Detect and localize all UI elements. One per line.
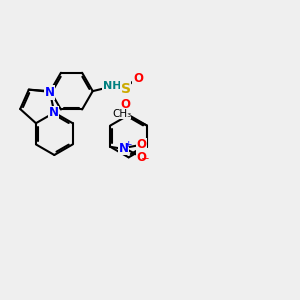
Text: O: O [136,138,146,151]
Text: O: O [133,72,143,85]
Text: S: S [121,82,131,96]
Text: O: O [136,152,146,164]
Text: N: N [49,106,59,119]
Text: CH₃: CH₃ [112,109,131,118]
Text: O: O [120,98,130,111]
Text: −: − [141,154,149,164]
Text: N: N [45,86,55,99]
Text: +: + [124,140,132,149]
Text: N: N [119,142,129,155]
Text: NH: NH [103,81,121,91]
